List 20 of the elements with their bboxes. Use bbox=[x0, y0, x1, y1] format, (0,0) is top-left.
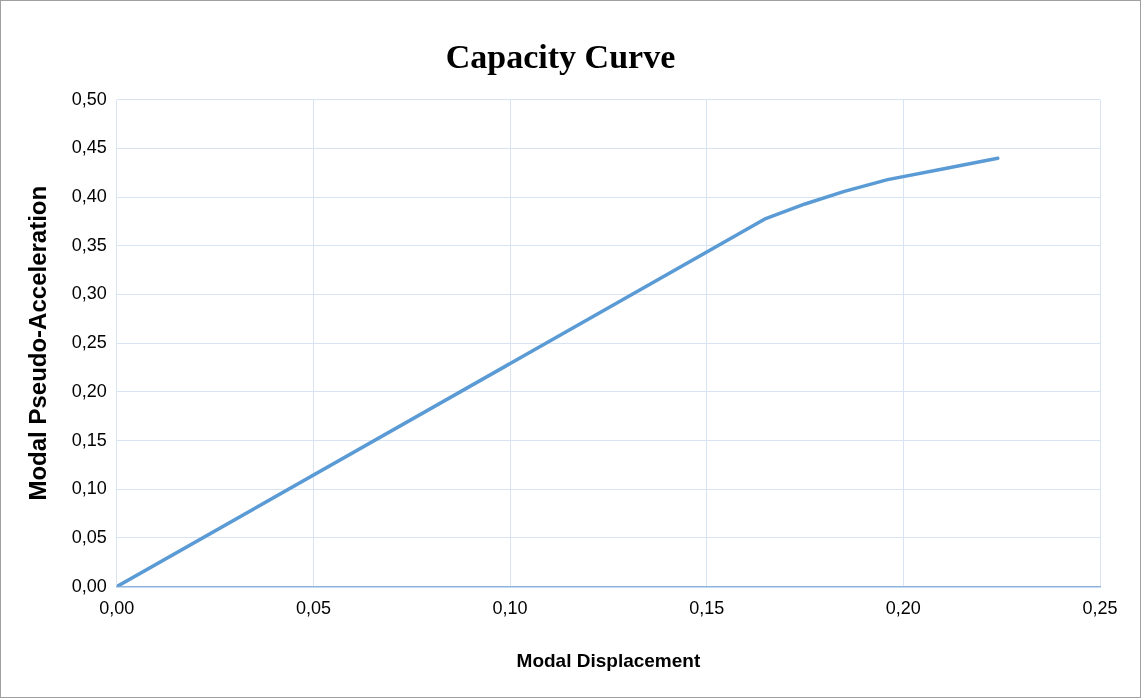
x-tick-label: 0,25 bbox=[1082, 598, 1118, 619]
x-axis-title: Modal Displacement bbox=[516, 649, 701, 671]
x-tick-label: 0,00 bbox=[99, 598, 135, 619]
x-tick-label: 0,05 bbox=[295, 598, 331, 619]
y-tick-label: 0,40 bbox=[71, 186, 107, 207]
y-tick-label: 0,15 bbox=[71, 429, 107, 450]
y-tick-label: 0,45 bbox=[71, 137, 107, 158]
x-tick-label: 0,15 bbox=[689, 598, 725, 619]
x-tick-label: 0,20 bbox=[885, 598, 921, 619]
y-axis-title: Modal Pseudo-Acceleration bbox=[24, 185, 52, 501]
x-tick-label: 0,10 bbox=[492, 598, 528, 619]
y-tick-label: 0,35 bbox=[71, 234, 107, 255]
y-tick-label: 0,50 bbox=[71, 88, 107, 109]
y-tick-label: 0,05 bbox=[71, 526, 107, 547]
y-tick-label: 0,20 bbox=[71, 380, 107, 401]
y-tick-label: 0,30 bbox=[71, 283, 107, 304]
y-tick-label: 0,25 bbox=[71, 332, 107, 353]
chart-title: Capacity Curve bbox=[445, 38, 676, 76]
y-tick-label: 0,10 bbox=[71, 478, 107, 499]
y-tick-label: 0,00 bbox=[71, 575, 107, 596]
